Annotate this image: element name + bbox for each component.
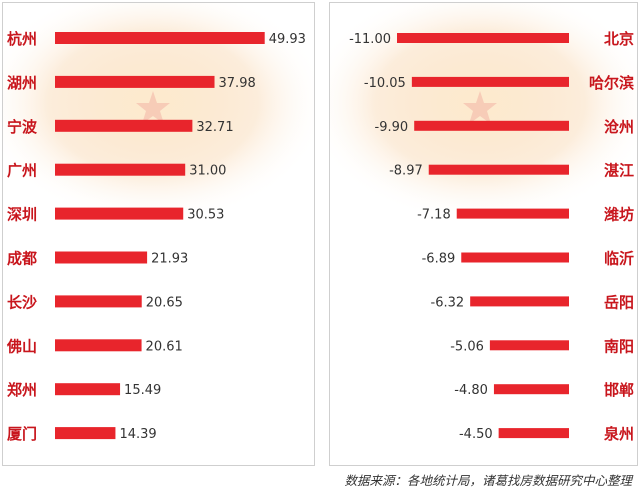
category-label: 佛山 — [6, 337, 37, 355]
bar — [414, 120, 569, 131]
category-label: 宁波 — [7, 118, 38, 136]
category-label: 成都 — [7, 250, 37, 268]
value-label: -5.06 — [450, 339, 484, 354]
bar — [55, 207, 184, 220]
value-label: -11.00 — [349, 32, 391, 47]
category-label: 长沙 — [7, 293, 37, 311]
value-label: -9.90 — [375, 120, 409, 135]
category-label: 深圳 — [7, 206, 37, 224]
category-label: 岳阳 — [604, 293, 634, 311]
value-label: -8.97 — [389, 164, 423, 179]
bar — [461, 252, 569, 263]
bar — [55, 119, 193, 132]
value-label: -4.80 — [454, 383, 488, 398]
category-label: 泉州 — [603, 425, 634, 443]
value-label: -7.18 — [417, 208, 451, 223]
bar — [55, 163, 186, 176]
value-label: 20.61 — [146, 339, 183, 354]
bar — [55, 427, 116, 440]
value-label: 15.49 — [124, 383, 161, 398]
bar — [397, 33, 569, 43]
value-label: 49.93 — [269, 32, 306, 47]
category-label: 湖州 — [7, 74, 37, 92]
category-label: 沧州 — [604, 118, 634, 136]
category-label: 南阳 — [604, 337, 634, 355]
bar — [428, 164, 569, 175]
value-label: -6.89 — [422, 252, 456, 267]
value-label: 30.53 — [187, 208, 224, 223]
right-bar-chart: -11.00 北京 -10.05 哈尔滨 -9.90 沧州 -8.97 湛江 -7.18 潍坊 -6… — [349, 30, 634, 443]
bar — [55, 383, 121, 396]
value-label: -10.05 — [364, 76, 406, 91]
category-label: 临沂 — [604, 250, 634, 268]
category-label: 北京 — [604, 30, 634, 48]
value-label: -6.32 — [431, 295, 465, 310]
category-label: 厦门 — [7, 425, 37, 443]
value-label: 21.93 — [151, 252, 188, 267]
category-label: 潍坊 — [604, 206, 634, 224]
value-label: 20.65 — [146, 295, 183, 310]
right-chart-panel: -11.00 北京 -10.05 哈尔滨 -9.90 沧州 -8.97 湛江 -7.18 潍坊 -6… — [329, 2, 638, 466]
category-label: 邯郸 — [604, 381, 634, 399]
category-label: 哈尔滨 — [589, 74, 634, 92]
category-label: 杭州 — [7, 30, 37, 48]
bar — [55, 251, 148, 264]
left-bar-chart: 杭州 49.93 湖州 37.98 宁波 32.71 广州 31.00 深圳 30.53 成都 21.… — [6, 30, 306, 443]
left-chart-panel: 杭州 49.93 湖州 37.98 宁波 32.71 广州 31.00 深圳 30.53 成都 21.… — [2, 2, 315, 466]
bar — [493, 384, 569, 395]
source-note: 数据来源：各地统计局，诸葛找房数据研究中心整理 — [344, 473, 632, 488]
category-label: 广州 — [7, 162, 37, 180]
bar — [470, 296, 569, 307]
bar — [411, 76, 569, 87]
bar — [456, 208, 569, 219]
category-label: 湛江 — [604, 162, 634, 180]
value-label: -4.50 — [459, 427, 493, 442]
category-label: 郑州 — [7, 381, 37, 399]
bar — [55, 295, 142, 308]
bar — [55, 75, 215, 88]
bar — [489, 340, 569, 351]
value-label: 31.00 — [189, 164, 226, 179]
bar — [55, 32, 265, 44]
value-label: 14.39 — [119, 427, 156, 442]
value-label: 37.98 — [219, 76, 256, 91]
bar — [55, 339, 142, 352]
bar — [498, 428, 569, 439]
value-label: 32.71 — [196, 120, 233, 135]
